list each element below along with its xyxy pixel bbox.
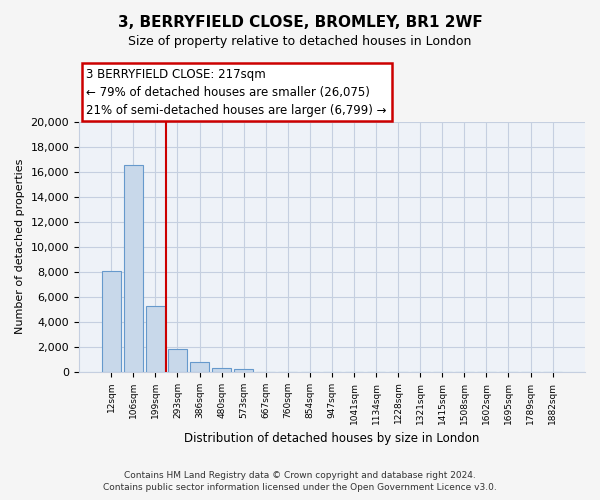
Bar	[235, 368, 253, 372]
Bar	[102, 270, 121, 372]
Text: 3, BERRYFIELD CLOSE, BROMLEY, BR1 2WF: 3, BERRYFIELD CLOSE, BROMLEY, BR1 2WF	[118, 15, 482, 30]
Text: Size of property relative to detached houses in London: Size of property relative to detached ho…	[128, 35, 472, 48]
Bar	[190, 362, 209, 372]
Bar	[146, 306, 165, 372]
Y-axis label: Number of detached properties: Number of detached properties	[15, 159, 25, 334]
Text: Contains HM Land Registry data © Crown copyright and database right 2024.
Contai: Contains HM Land Registry data © Crown c…	[103, 470, 497, 492]
X-axis label: Distribution of detached houses by size in London: Distribution of detached houses by size …	[184, 432, 479, 445]
Bar	[168, 350, 187, 372]
Text: 3 BERRYFIELD CLOSE: 217sqm
← 79% of detached houses are smaller (26,075)
21% of : 3 BERRYFIELD CLOSE: 217sqm ← 79% of deta…	[86, 68, 387, 116]
Bar	[124, 166, 143, 372]
Bar	[212, 368, 231, 372]
